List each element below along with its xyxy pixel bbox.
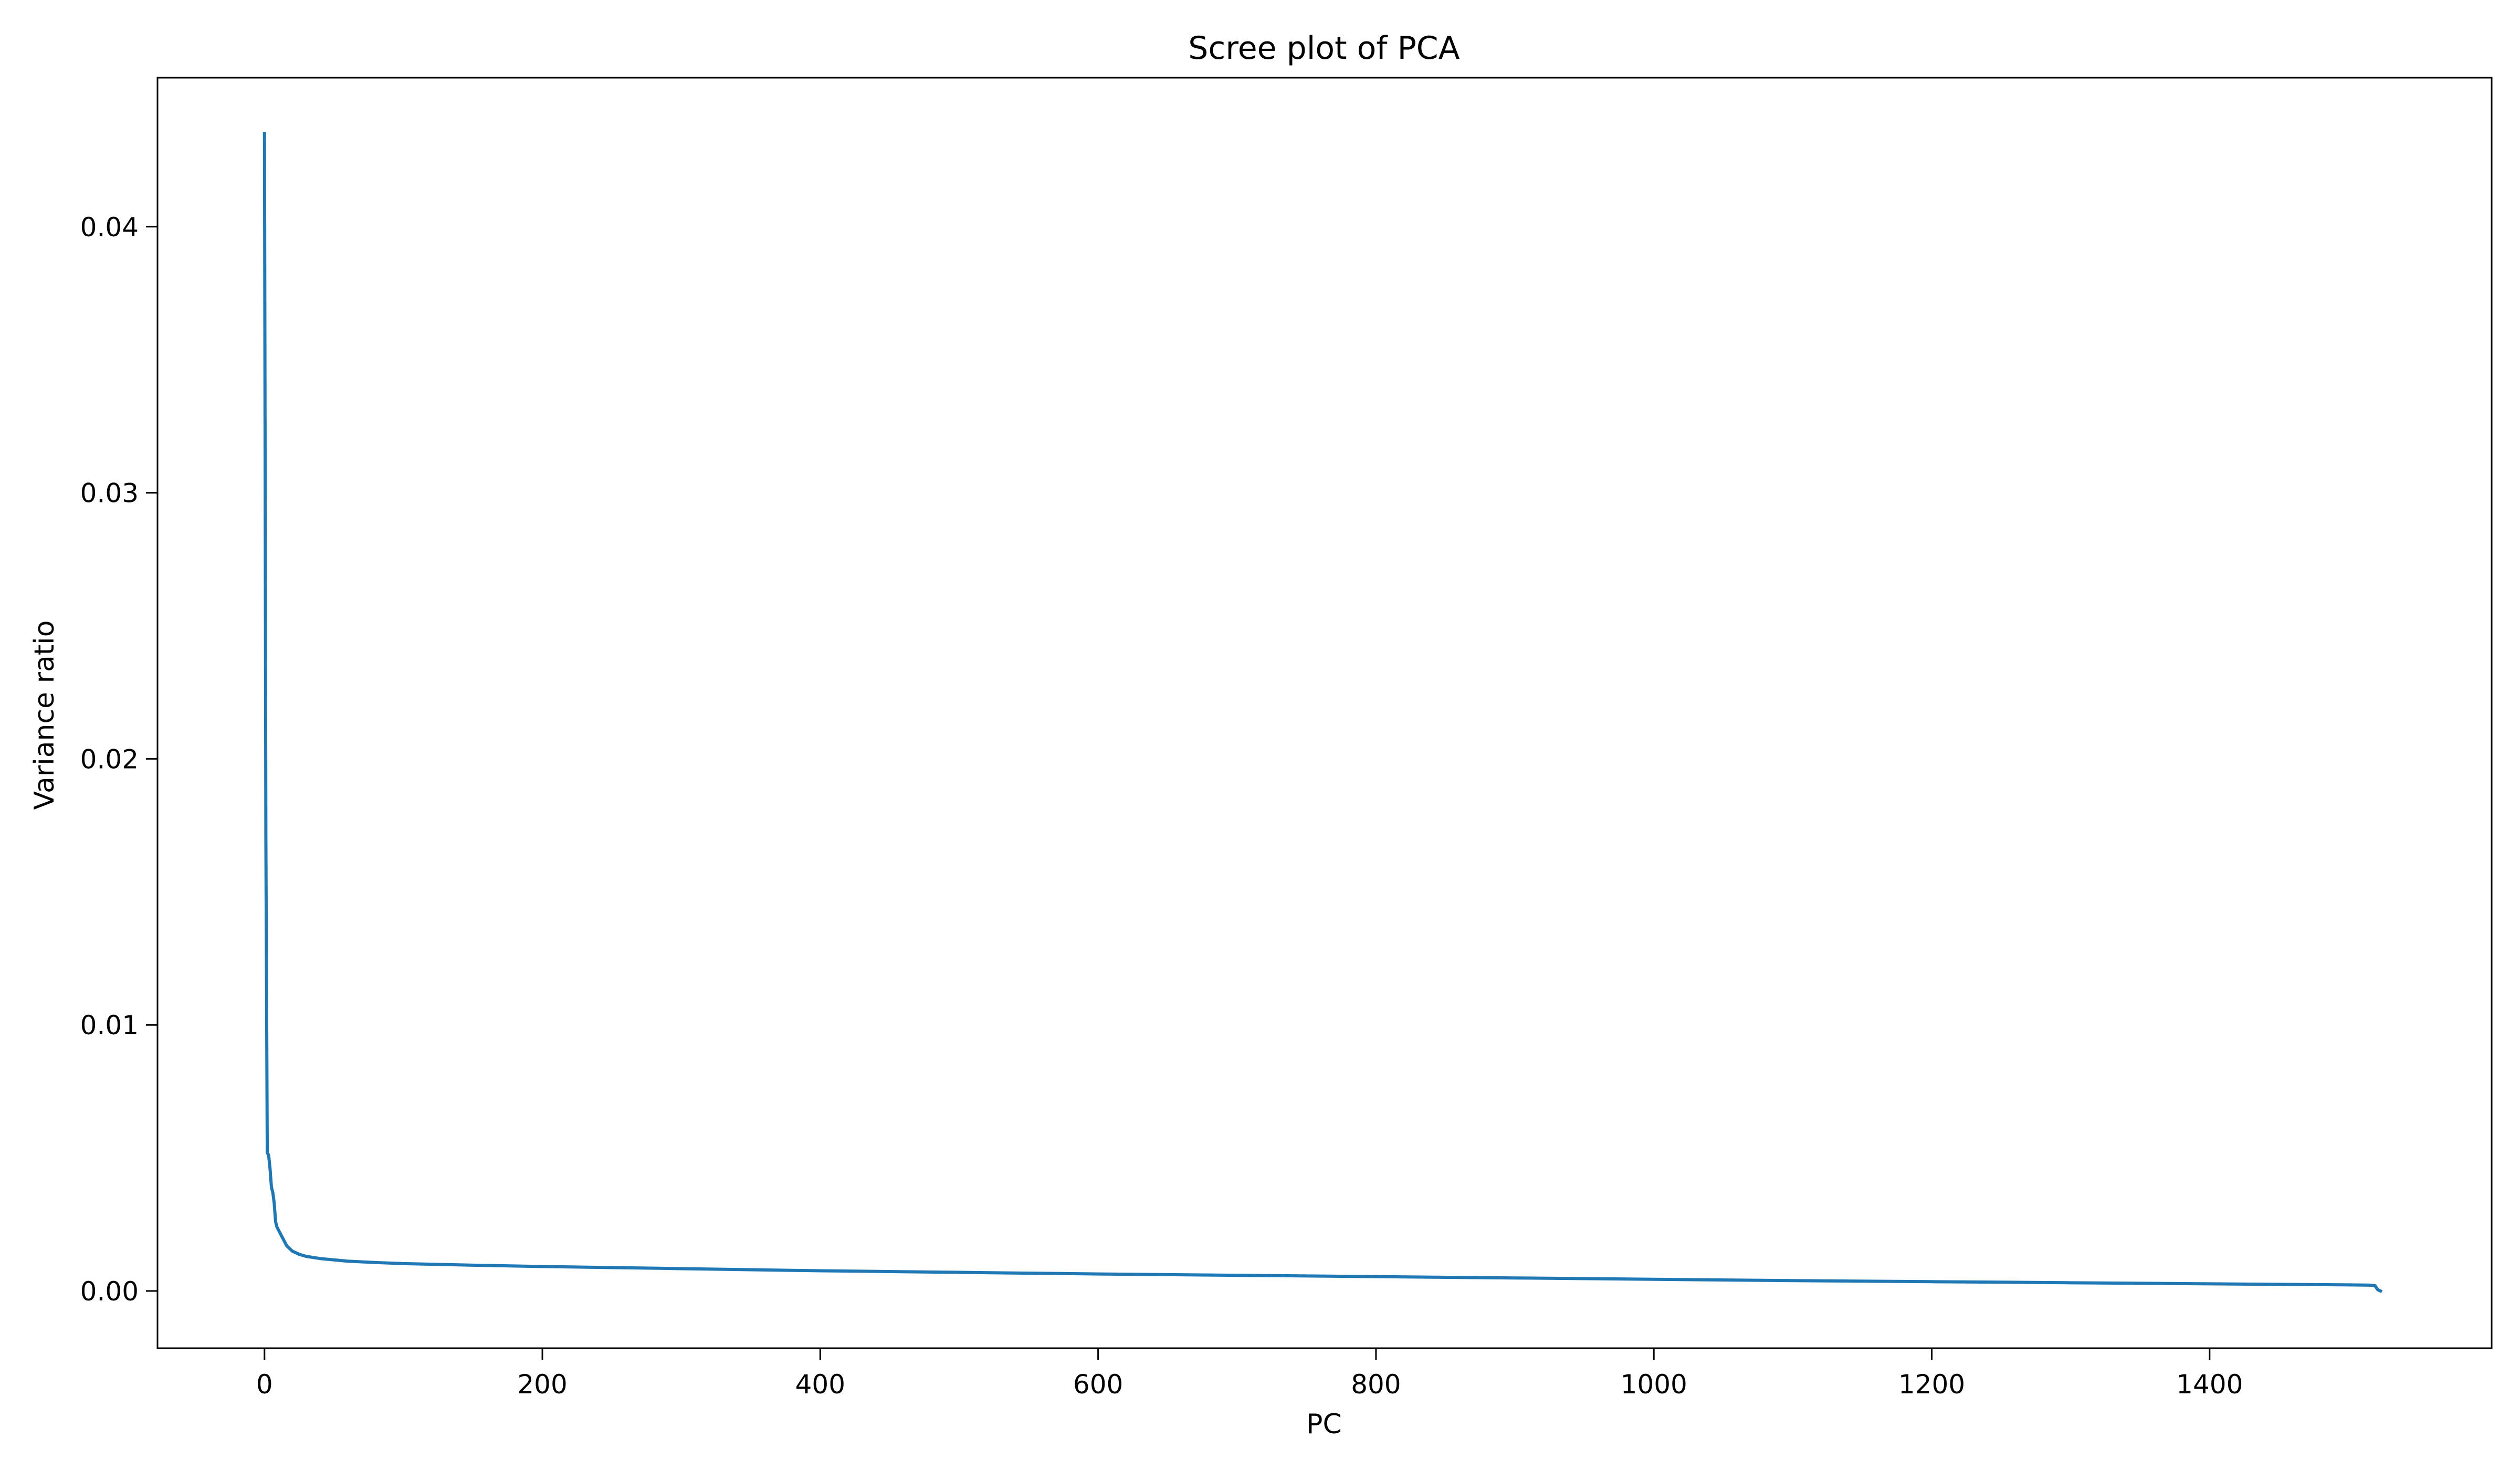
variance-ratio-line — [262, 132, 2383, 1294]
y-tick-label: 0.02 — [80, 744, 139, 774]
x-tick-label: 0 — [256, 1369, 273, 1400]
x-tick-label: 1200 — [1898, 1369, 1965, 1400]
chart-title: Scree plot of PCA — [1188, 30, 1460, 67]
x-axis-ticks: 0 200 400 600 800 1000 1200 1400 — [256, 1348, 2243, 1400]
plot-background — [158, 78, 2492, 1348]
x-tick-label: 1400 — [2176, 1369, 2243, 1400]
x-axis-label: PC — [1306, 1409, 1342, 1440]
y-tick-label: 0.04 — [80, 212, 139, 243]
y-axis-ticks: 0.00 0.01 0.02 0.03 0.04 — [80, 212, 158, 1307]
x-tick-label: 400 — [795, 1369, 845, 1400]
x-tick-label: 800 — [1351, 1369, 1401, 1400]
plot-frame — [156, 77, 2493, 1349]
y-axis-label: Variance ratio — [29, 620, 60, 810]
x-tick-label: 600 — [1073, 1369, 1123, 1400]
x-tick-label: 200 — [517, 1369, 567, 1400]
y-tick-label: 0.00 — [80, 1276, 139, 1307]
y-tick-label: 0.03 — [80, 478, 139, 509]
plot-area — [156, 77, 2493, 1349]
x-tick-label: 1000 — [1621, 1369, 1687, 1400]
y-tick-label: 0.01 — [80, 1010, 139, 1041]
